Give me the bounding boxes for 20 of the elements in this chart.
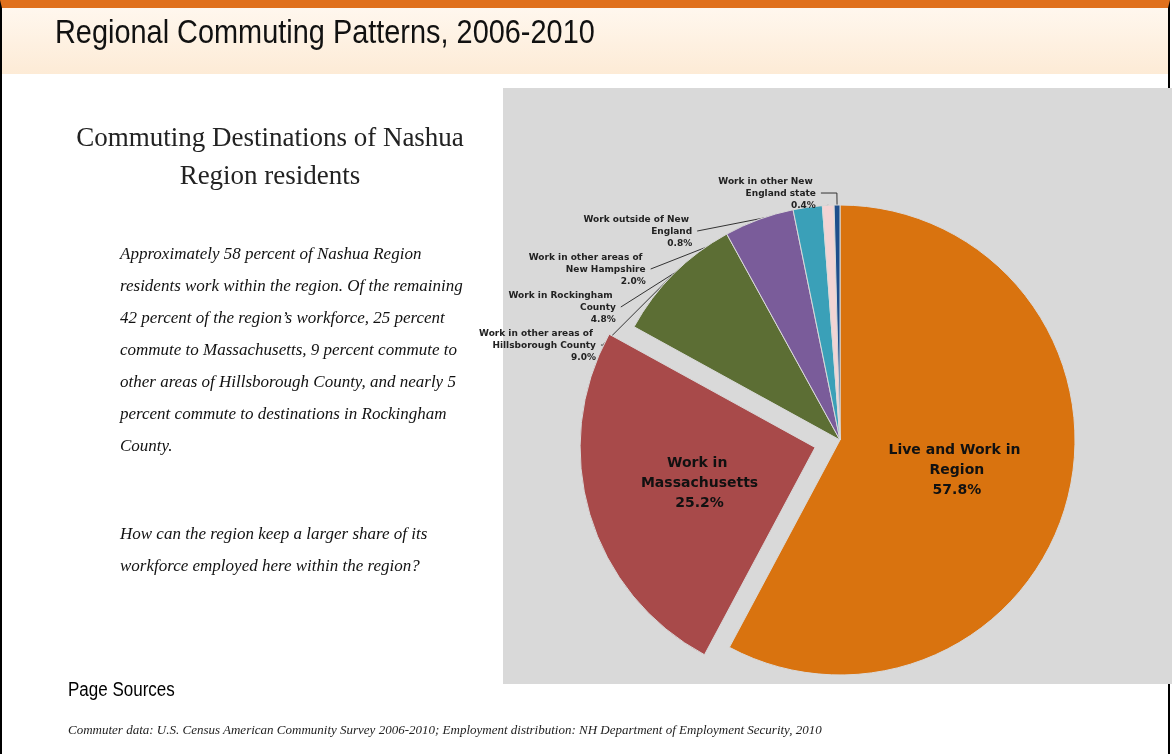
text: Page Sources bbox=[68, 678, 175, 701]
data-label: 4.8% bbox=[590, 314, 616, 325]
slice-label: Work in other New England state bbox=[718, 176, 816, 199]
data-label: 9.0% bbox=[571, 352, 596, 363]
slice-label: Live and Work in Region bbox=[888, 441, 1026, 478]
slice-label: Work in Massachusetts bbox=[640, 453, 759, 490]
slice-label: Work in other areas of Hillsborough County bbox=[479, 328, 597, 351]
text: Commuter data: U.S. Census American Community Survey 2006-2010; Employment distribution: NH Department of Employment Security, 2010 bbox=[68, 722, 822, 738]
text: How can the region keep a larger share of its workforce employed here within the region? bbox=[120, 523, 429, 577]
text: Approximately 58 percent of Nashua Region residents work within the region. Of the remaining 42 percent of the region’s workforce, 25 percent commute to Massachusetts, 9 percent commute to other areas of Hillsborough County, and nearly 5 percent commute to destinations in Rockingham County. bbox=[120, 243, 464, 457]
slice-label: Work in other areas of New Hampshire bbox=[528, 252, 646, 275]
data-label: 57.8% bbox=[932, 481, 982, 498]
slice-label: Work outside of New England bbox=[583, 214, 693, 237]
chart-title: Regional Commuting Patterns, 2006-2010 bbox=[55, 12, 595, 51]
slice-label: Work in Rockingham County bbox=[508, 290, 616, 313]
data-label: 2.0% bbox=[620, 276, 646, 287]
data-label: 0.4% bbox=[790, 200, 816, 211]
data-label: 25.2% bbox=[675, 493, 724, 510]
chart-subtitle: Commuting Destinations of Nashua Region residents bbox=[75, 121, 465, 192]
data-label: 0.8% bbox=[667, 238, 693, 249]
